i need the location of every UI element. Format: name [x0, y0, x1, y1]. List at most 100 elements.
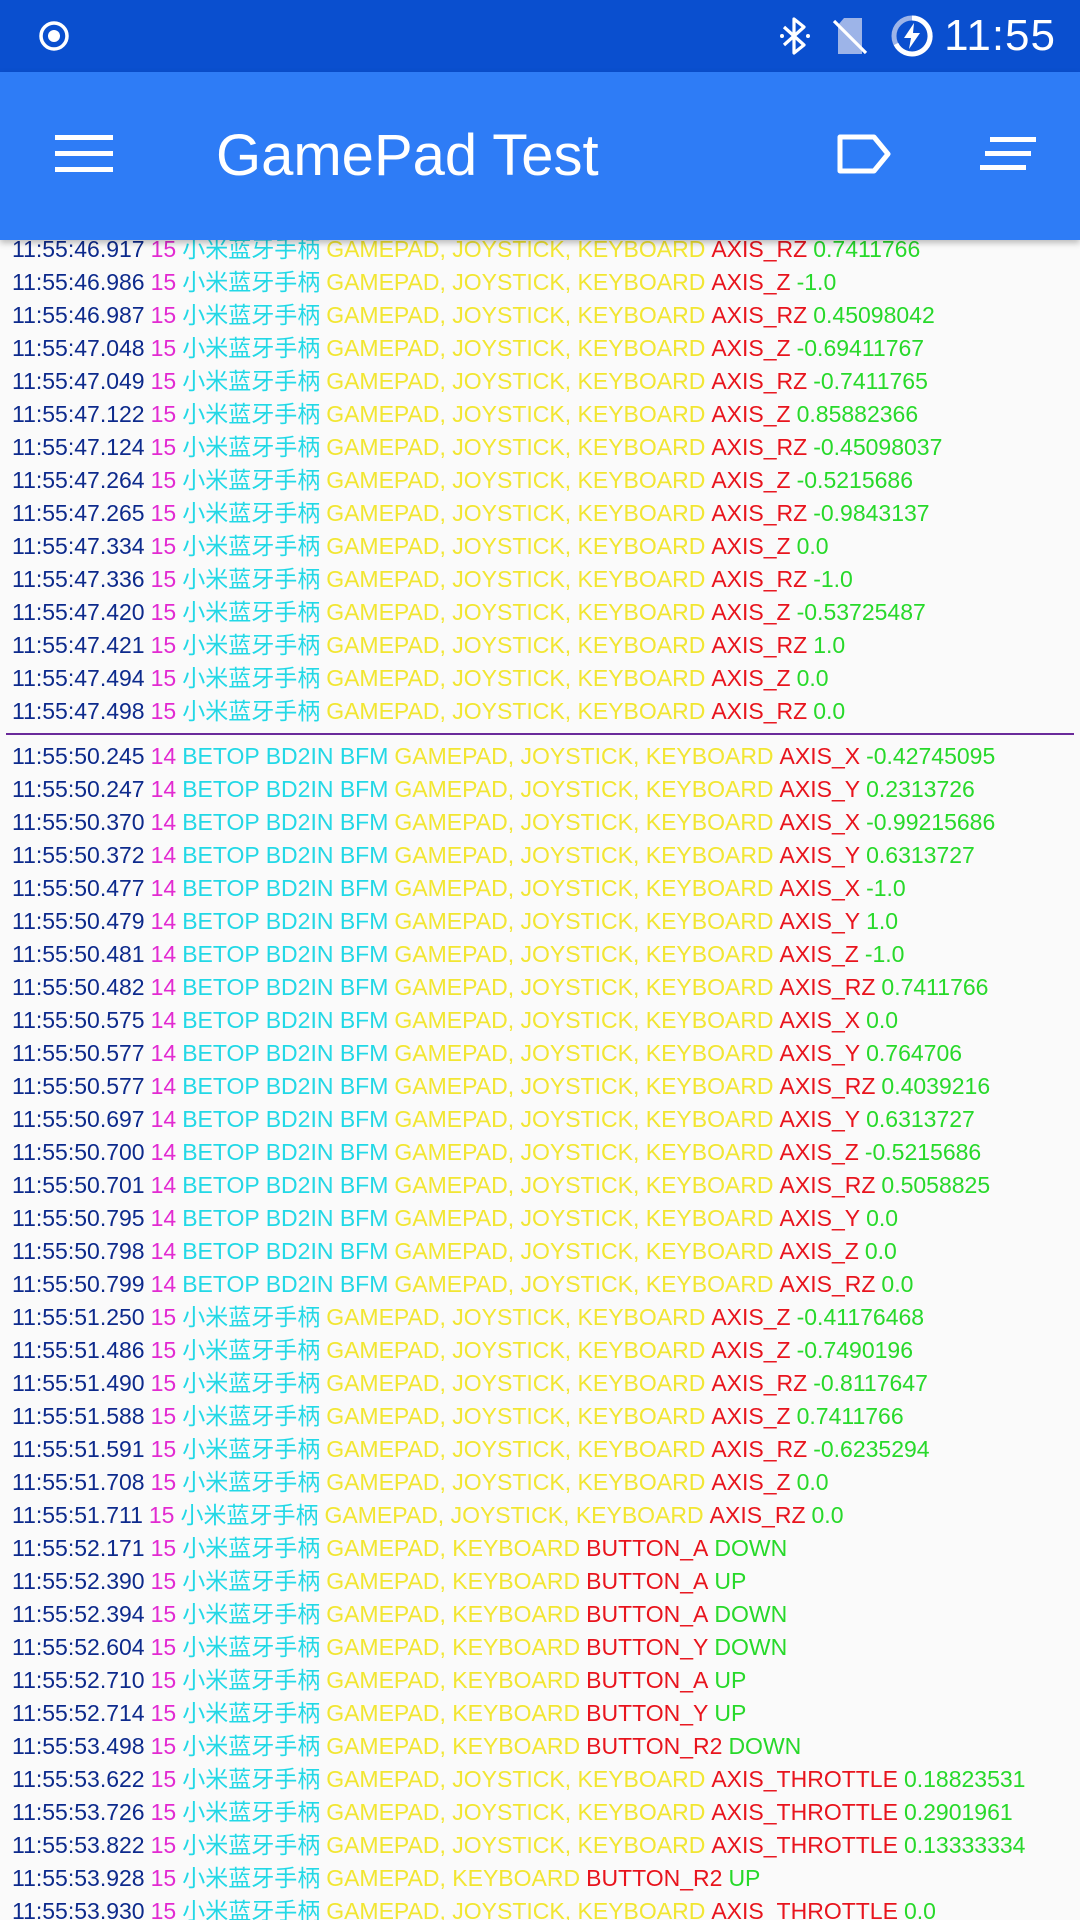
event-code: AXIS_Y: [779, 842, 861, 868]
device-id: 15: [150, 335, 177, 361]
event-value: 0.7411766: [796, 1403, 904, 1429]
log-entry: 11:55:47.420 15 小米蓝牙手柄 GAMEPAD, JOYSTICK, K…: [0, 596, 1080, 629]
event-value: -1.0: [866, 875, 906, 901]
event-code: BUTTON_A: [586, 1667, 709, 1693]
timestamp: 11:55:47.421: [12, 632, 145, 658]
device-name: 小米蓝牙手柄: [182, 368, 321, 394]
sort-button[interactable]: [964, 112, 1052, 200]
timestamp: 11:55:47.336: [12, 566, 145, 592]
log-entry: 11:55:50.479 14 BETOP BD2IN BFM GAMEPAD, JO…: [0, 905, 1080, 938]
event-code: BUTTON_A: [586, 1535, 709, 1561]
device-id: 15: [150, 500, 177, 526]
log-entry: 11:55:47.494 15 小米蓝牙手柄 GAMEPAD, JOYSTICK, K…: [0, 662, 1080, 695]
event-value: 0.6313727: [866, 842, 975, 868]
event-value: DOWN: [714, 1601, 788, 1627]
event-code: AXIS_THROTTLE: [711, 1766, 898, 1792]
input-source: GAMEPAD, JOYSTICK, KEYBOARD: [394, 1073, 774, 1099]
menu-button[interactable]: [40, 112, 128, 200]
event-value: 0.764706: [866, 1040, 963, 1066]
device-name: BETOP BD2IN BFM: [182, 776, 389, 802]
device-name: 小米蓝牙手柄: [182, 1436, 321, 1462]
log-entry: 11:55:46.987 15 小米蓝牙手柄 GAMEPAD, JOYSTICK, K…: [0, 299, 1080, 332]
timestamp: 11:55:50.479: [12, 908, 145, 934]
event-value: 0.5058825: [881, 1172, 991, 1198]
timestamp: 11:55:52.390: [12, 1568, 145, 1594]
device-id: 14: [150, 974, 177, 1000]
device-name: BETOP BD2IN BFM: [182, 941, 389, 967]
log-entry: 11:55:50.370 14 BETOP BD2IN BFM GAMEPAD, JO…: [0, 806, 1080, 839]
event-code: BUTTON_R2: [586, 1733, 723, 1759]
input-source: GAMEPAD, JOYSTICK, KEYBOARD: [326, 1766, 706, 1792]
timestamp: 11:55:51.588: [12, 1403, 145, 1429]
record-icon: [38, 20, 70, 52]
device-name: 小米蓝牙手柄: [182, 1898, 321, 1920]
input-source: GAMEPAD, JOYSTICK, KEYBOARD: [394, 776, 774, 802]
input-source: GAMEPAD, JOYSTICK, KEYBOARD: [394, 743, 774, 769]
device-name: 小米蓝牙手柄: [182, 1469, 321, 1495]
event-code: AXIS_RZ: [711, 698, 808, 724]
event-value: 0.0: [811, 1502, 844, 1528]
event-code: AXIS_Z: [779, 1139, 859, 1165]
log-entry: 11:55:52.710 15 小米蓝牙手柄 GAMEPAD, KEYBOARD BUT…: [0, 1664, 1080, 1697]
event-value: -0.42745095: [866, 743, 996, 769]
device-name: 小米蓝牙手柄: [182, 1766, 321, 1792]
device-id: 15: [150, 1436, 177, 1462]
log-entry: 11:55:47.122 15 小米蓝牙手柄 GAMEPAD, JOYSTICK, K…: [0, 398, 1080, 431]
log-entry: 11:55:53.726 15 小米蓝牙手柄 GAMEPAD, JOYSTICK, K…: [0, 1796, 1080, 1829]
event-value: 0.85882366: [796, 401, 919, 427]
timestamp: 11:55:47.124: [12, 434, 145, 460]
input-source: GAMEPAD, JOYSTICK, KEYBOARD: [394, 974, 774, 1000]
input-source: GAMEPAD, JOYSTICK, KEYBOARD: [394, 875, 774, 901]
input-source: GAMEPAD, KEYBOARD: [326, 1601, 581, 1627]
timestamp: 11:55:50.477: [12, 875, 145, 901]
device-id: 15: [150, 1766, 177, 1792]
event-value: -1.0: [813, 566, 853, 592]
log-entry: 11:55:51.486 15 小米蓝牙手柄 GAMEPAD, JOYSTICK, K…: [0, 1334, 1080, 1367]
input-source: GAMEPAD, JOYSTICK, KEYBOARD: [394, 809, 774, 835]
timestamp: 11:55:47.494: [12, 665, 145, 691]
device-name: BETOP BD2IN BFM: [182, 743, 389, 769]
event-value: UP: [714, 1667, 747, 1693]
timestamp: 11:55:51.708: [12, 1469, 145, 1495]
page-title: GamePad Test: [216, 123, 599, 188]
log-entry: 11:55:47.265 15 小米蓝牙手柄 GAMEPAD, JOYSTICK, K…: [0, 497, 1080, 530]
device-name: BETOP BD2IN BFM: [182, 1040, 389, 1066]
timestamp: 11:55:47.264: [12, 467, 145, 493]
device-id: 14: [150, 1073, 177, 1099]
event-value: -0.99215686: [866, 809, 996, 835]
timestamp: 11:55:50.372: [12, 842, 145, 868]
timestamp: 11:55:50.577: [12, 1040, 145, 1066]
log-entry: 11:55:50.245 14 BETOP BD2IN BFM GAMEPAD, JO…: [0, 740, 1080, 773]
timestamp: 11:55:50.247: [12, 776, 145, 802]
input-source: GAMEPAD, JOYSTICK, KEYBOARD: [326, 434, 706, 460]
event-log[interactable]: 11:55:46.917 15 小米蓝牙手柄 GAMEPAD, JOYSTICK, K…: [0, 233, 1080, 1920]
event-value: -0.69411767: [796, 335, 925, 361]
input-source: GAMEPAD, JOYSTICK, KEYBOARD: [326, 1832, 706, 1858]
event-code: AXIS_RZ: [711, 500, 808, 526]
input-source: GAMEPAD, JOYSTICK, KEYBOARD: [394, 842, 774, 868]
log-entry: 11:55:47.048 15 小米蓝牙手柄 GAMEPAD, JOYSTICK, K…: [0, 332, 1080, 365]
device-name: BETOP BD2IN BFM: [182, 1172, 389, 1198]
device-name: 小米蓝牙手柄: [182, 533, 321, 559]
device-id: 14: [150, 908, 177, 934]
input-source: GAMEPAD, JOYSTICK, KEYBOARD: [394, 1238, 774, 1264]
event-value: DOWN: [728, 1733, 802, 1759]
event-code: AXIS_Z: [711, 1469, 791, 1495]
event-code: AXIS_Z: [711, 401, 791, 427]
event-code: AXIS_RZ: [711, 434, 808, 460]
event-code: AXIS_RZ: [711, 1436, 808, 1462]
device-name: 小米蓝牙手柄: [182, 302, 321, 328]
label-button[interactable]: [820, 112, 908, 200]
device-id: 15: [150, 368, 177, 394]
timestamp: 11:55:47.420: [12, 599, 145, 625]
event-code: BUTTON_R2: [586, 1865, 723, 1891]
log-entry: 11:55:52.714 15 小米蓝牙手柄 GAMEPAD, KEYBOARD BUT…: [0, 1697, 1080, 1730]
input-source: GAMEPAD, JOYSTICK, KEYBOARD: [326, 1436, 706, 1462]
log-entry: 11:55:53.930 15 小米蓝牙手柄 GAMEPAD, JOYSTICK, K…: [0, 1895, 1080, 1920]
battery-charging-icon: [890, 14, 934, 58]
event-value: 1.0: [813, 632, 846, 658]
device-name: 小米蓝牙手柄: [182, 467, 321, 493]
device-name: 小米蓝牙手柄: [182, 1403, 321, 1429]
log-entry: 11:55:52.171 15 小米蓝牙手柄 GAMEPAD, KEYBOARD BUT…: [0, 1532, 1080, 1565]
timestamp: 11:55:52.714: [12, 1700, 145, 1726]
